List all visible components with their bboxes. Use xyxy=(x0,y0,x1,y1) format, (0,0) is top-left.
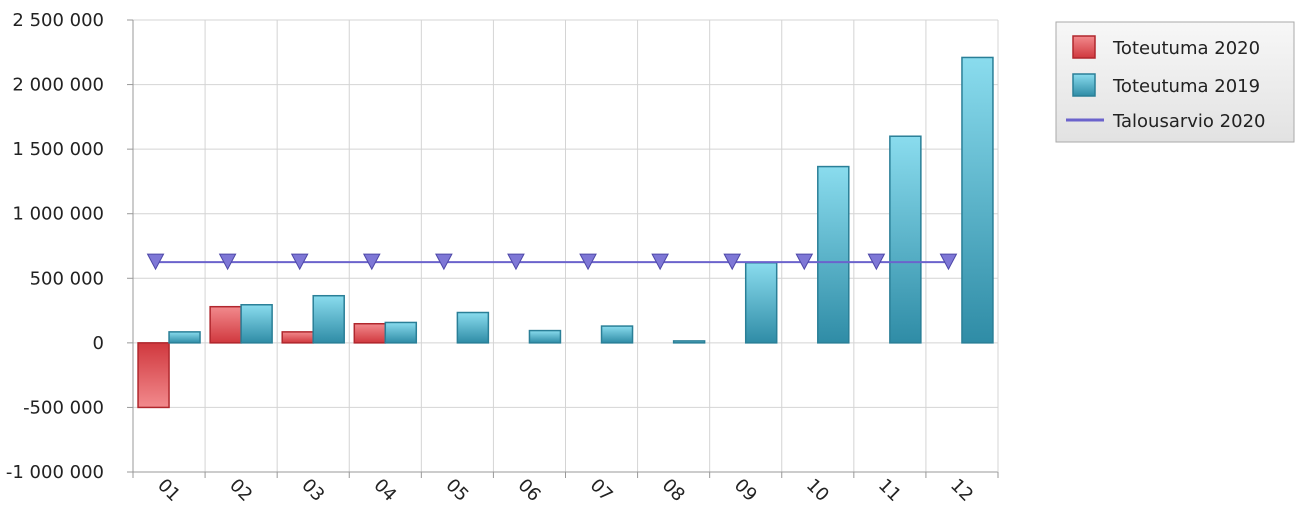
toteutuma-2019-bar xyxy=(168,331,201,344)
talousarvio-2020-marker xyxy=(579,253,597,271)
legend-label-talousarvio-2020: Talousarvio 2020 xyxy=(1112,111,1265,132)
x-tick-label: 10 xyxy=(802,475,833,506)
talousarvio-2020-marker xyxy=(867,253,886,271)
x-tick-label: 11 xyxy=(874,475,905,506)
legend-swatch-toteutuma-2019 xyxy=(1072,73,1096,97)
toteutuma-2019-bar xyxy=(240,304,273,344)
talousarvio-2020-marker xyxy=(939,253,958,271)
talousarvio-2020-marker xyxy=(723,253,742,271)
y-tick-label: 2 500 000 xyxy=(12,10,104,31)
toteutuma-2019-bar xyxy=(817,165,850,344)
y-tick-label: 1 000 000 xyxy=(12,204,104,225)
toteutuma-2019-bar xyxy=(312,294,345,344)
y-tick-label: -500 000 xyxy=(23,397,104,418)
x-tick-label: 08 xyxy=(658,475,689,506)
y-tick-label: -1 000 000 xyxy=(6,462,104,483)
talousarvio-2020-marker xyxy=(362,253,381,271)
x-tick-label: 05 xyxy=(441,475,472,506)
toteutuma-2019-bar xyxy=(744,262,778,344)
talousarvio-2020-marker xyxy=(435,253,453,271)
x-tick-label: 02 xyxy=(225,475,256,506)
legend: Toteutuma 2020 Toteutuma 2019 Talousarvi… xyxy=(1055,21,1295,143)
legend-label-toteutuma-2019: Toteutuma 2019 xyxy=(1112,76,1260,97)
talousarvio-2020-marker xyxy=(795,253,814,271)
y-tick-label: 500 000 xyxy=(30,268,104,289)
bars xyxy=(137,56,994,409)
toteutuma-2020-bar xyxy=(281,331,314,344)
legend-label-toteutuma-2020: Toteutuma 2020 xyxy=(1112,38,1260,59)
toteutuma-2019-bar xyxy=(528,329,562,344)
toteutuma-2020-bar xyxy=(209,305,242,344)
toteutuma-2019-bar xyxy=(600,325,634,344)
talousarvio-2020-marker xyxy=(651,253,669,271)
talousarvio-2020-marker xyxy=(507,253,525,271)
talousarvio-2020-marker xyxy=(290,253,309,271)
x-tick-label: 09 xyxy=(730,475,761,506)
x-tick-labels: 01 02 03 04 05 06 07 08 09 10 11 12 xyxy=(153,475,977,506)
toteutuma-2020-bar xyxy=(137,342,170,409)
legend-swatch-toteutuma-2020 xyxy=(1072,35,1096,59)
toteutuma-2019-bar xyxy=(456,311,490,344)
y-tick-label: 1 500 000 xyxy=(12,139,104,160)
x-tick-label: 12 xyxy=(946,475,977,506)
x-tick-label: 06 xyxy=(514,475,545,506)
y-tick-label: 0 xyxy=(93,333,104,354)
x-tick-label: 04 xyxy=(369,475,400,506)
x-tick-label: 03 xyxy=(297,475,328,506)
y-tick-labels: 2 500 000 2 000 000 1 500 000 1 000 000 500 … xyxy=(6,10,104,483)
toteutuma-2019-bar xyxy=(384,321,418,344)
x-tick-label: 01 xyxy=(153,475,184,506)
toteutuma-2019-bar xyxy=(961,56,994,344)
x-tick-label: 07 xyxy=(586,475,617,506)
talousarvio-2020-marker xyxy=(218,253,237,271)
axes xyxy=(127,19,999,478)
toteutuma-2019-bar xyxy=(672,340,706,344)
x-gridlines xyxy=(204,20,927,472)
toteutuma-2020-bar xyxy=(353,322,387,344)
budget-line-layer xyxy=(146,253,958,271)
talousarvio-2020-marker xyxy=(146,253,165,271)
toteutuma-2019-bar xyxy=(889,135,922,344)
y-tick-label: 2 000 000 xyxy=(12,75,104,96)
